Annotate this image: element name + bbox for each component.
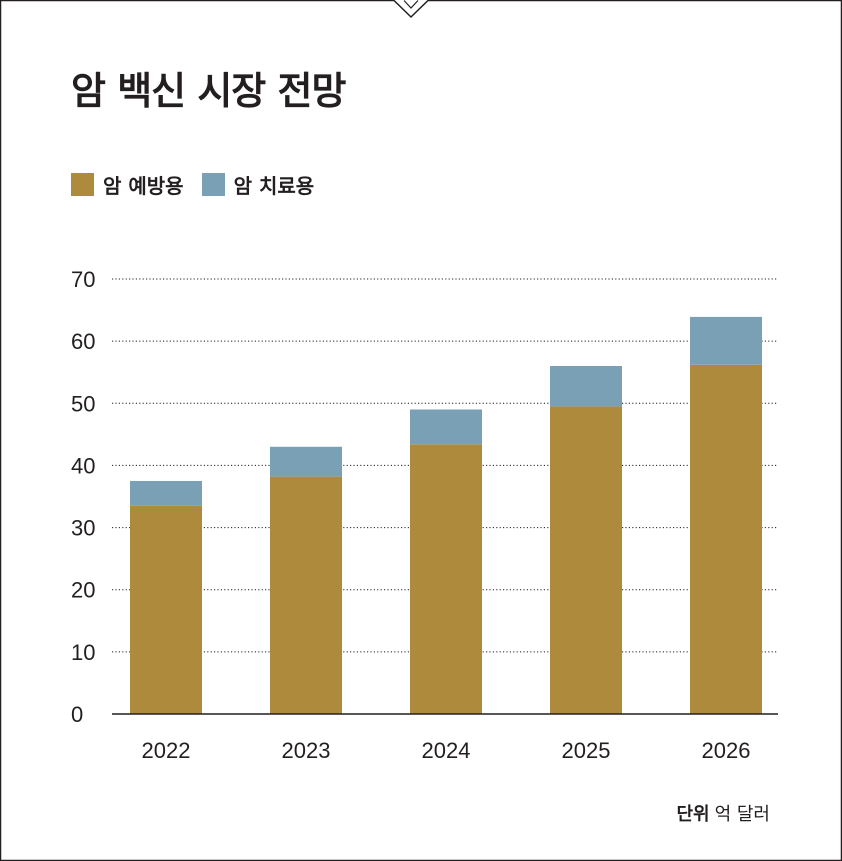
unit-note: 단위 억 달러 xyxy=(676,800,770,826)
bar-prevention xyxy=(130,505,202,714)
x-tick-label: 2025 xyxy=(562,738,611,763)
bar-treatment xyxy=(270,446,342,477)
bar-prevention xyxy=(550,406,622,714)
chart-title: 암 백신 시장 전망 xyxy=(71,69,346,113)
bar-treatment xyxy=(690,316,762,365)
y-tick-label: 20 xyxy=(71,578,95,603)
legend-swatch-treatment xyxy=(201,173,225,196)
y-tick-label: 50 xyxy=(71,391,95,416)
y-tick-label: 10 xyxy=(71,640,95,665)
x-tick-label: 2024 xyxy=(422,738,471,763)
legend-label-treatment: 암 치료용 xyxy=(233,174,315,198)
chevron-down-icon xyxy=(403,0,419,9)
bar-treatment xyxy=(550,366,622,407)
legend-item-prevention: 암 예방용 xyxy=(71,170,184,199)
legend-label-prevention: 암 예방용 xyxy=(103,174,184,198)
bar-prevention xyxy=(270,476,342,714)
bar-prevention xyxy=(410,444,482,714)
y-tick-label: 70 xyxy=(71,267,95,292)
legend-item-treatment: 암 치료용 xyxy=(201,170,315,199)
legend: 암 예방용 암 치료용 xyxy=(71,170,332,199)
bar-treatment xyxy=(130,480,202,506)
x-tick-label: 2026 xyxy=(702,738,751,763)
unit-value: 억 달러 xyxy=(714,804,770,825)
y-tick-label: 60 xyxy=(71,329,95,354)
legend-swatch-prevention xyxy=(71,173,94,196)
y-tick-label: 0 xyxy=(71,702,83,727)
x-tick-label: 2023 xyxy=(282,738,331,763)
x-tick-label: 2022 xyxy=(142,738,191,763)
y-tick-label: 40 xyxy=(71,453,95,478)
y-tick-label: 30 xyxy=(71,516,95,541)
bar-treatment xyxy=(410,409,482,445)
unit-label: 단위 xyxy=(676,804,710,825)
bar-prevention xyxy=(690,364,762,714)
